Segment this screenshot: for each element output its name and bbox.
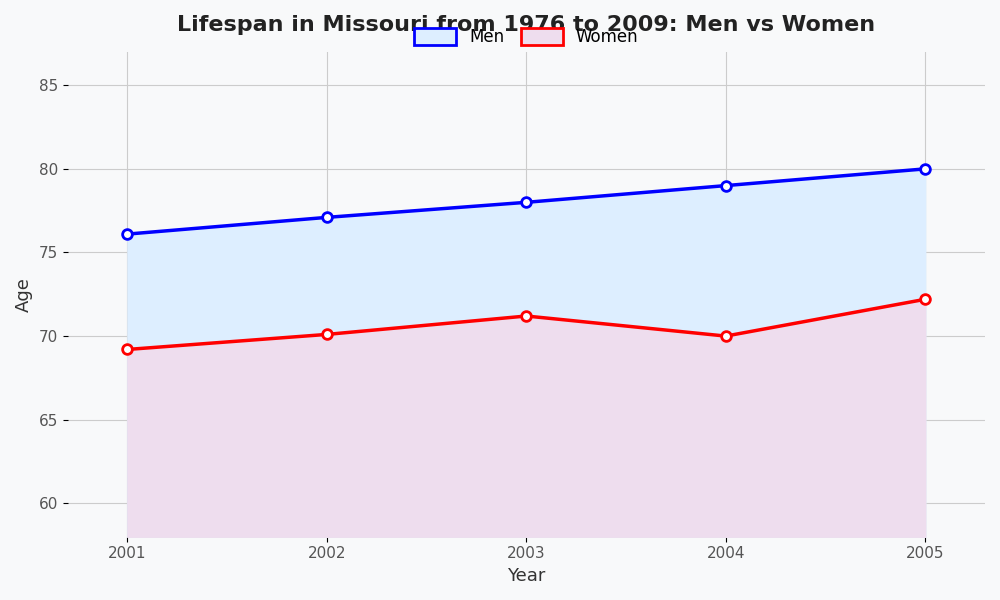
Y-axis label: Age: Age [15, 277, 33, 312]
X-axis label: Year: Year [507, 567, 546, 585]
Title: Lifespan in Missouri from 1976 to 2009: Men vs Women: Lifespan in Missouri from 1976 to 2009: … [177, 15, 875, 35]
Legend: Men, Women: Men, Women [407, 22, 645, 53]
